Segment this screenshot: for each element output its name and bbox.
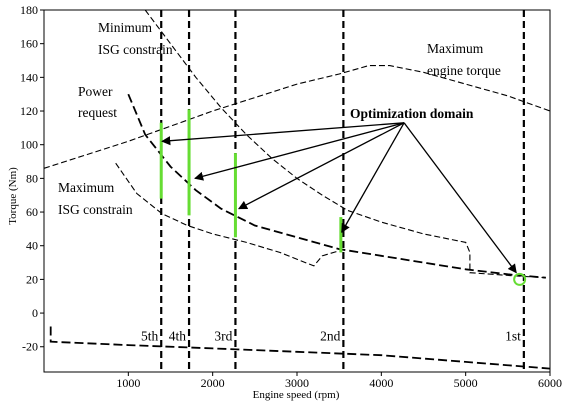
annotation-max-engine-line1: Maximum (427, 41, 484, 56)
x-tick-label: 2000 (201, 376, 225, 390)
optimization-arrow (341, 122, 405, 234)
annotation-max-isg-line2: ISG constrain (58, 202, 133, 217)
annotation-max-isg-line1: Maximum (58, 180, 115, 195)
annotation-power-request-line1: Power (78, 84, 113, 99)
gear-label-5th: 5th (141, 329, 159, 344)
annotation-min-isg-line1: Minimum (98, 20, 153, 35)
curve-min-engine-torque (49, 326, 551, 370)
optimal-point-circle (513, 272, 527, 286)
y-tick-label: 140 (20, 70, 38, 84)
x-axis-title: Engine speed (rpm) (253, 389, 340, 401)
curve-min-isg-constrain (144, 9, 546, 279)
y-axis-title: Torque (Nm) (7, 167, 19, 225)
y-tick-label: 60 (26, 205, 38, 219)
y-tick-label: -20 (22, 340, 38, 354)
annotation-power-request-line2: request (78, 105, 117, 120)
curve-max-isg-constrain (115, 162, 340, 267)
gear-label-3rd: 3rd (214, 329, 232, 344)
annotation-max-engine-line2: engine torque (427, 63, 501, 78)
x-tick-label: 5000 (454, 376, 478, 390)
optimization-arrow (238, 122, 405, 210)
x-tick-label: 1000 (116, 376, 140, 390)
optimization-arrow (403, 122, 517, 274)
optimization-arrow (161, 122, 405, 146)
y-axis: 180 160 140 120 100 80 60 40 20 0 -20 (20, 3, 44, 354)
x-axis: 1000 2000 3000 4000 5000 6000 (116, 372, 562, 390)
y-tick-label: 40 (26, 239, 38, 253)
gear-label-1st: 1st (505, 329, 521, 344)
arrows-layer (161, 122, 517, 274)
curves-layer (43, 9, 551, 370)
optimization-arrow (194, 122, 405, 181)
x-tick-label: 3000 (285, 376, 309, 390)
y-tick-label: 100 (20, 138, 38, 152)
y-tick-label: 20 (26, 272, 38, 286)
gear-label-4th: 4th (169, 329, 187, 344)
y-tick-label: 180 (20, 3, 38, 17)
curve-power-request (127, 93, 546, 279)
optimization-segments-layer (159, 109, 527, 286)
gear-label-2nd: 2nd (320, 329, 341, 344)
annotation-optimization-domain: Optimization domain (350, 106, 474, 121)
curve-max-engine-torque (43, 65, 551, 169)
y-tick-label: 160 (20, 37, 38, 51)
y-tick-label: 80 (26, 171, 38, 185)
x-tick-label: 4000 (369, 376, 393, 390)
x-tick-label: 6000 (538, 376, 562, 390)
y-tick-label: 120 (20, 104, 38, 118)
y-tick-label: 0 (32, 306, 38, 320)
annotation-min-isg-line2: ISG constrain (98, 42, 173, 57)
